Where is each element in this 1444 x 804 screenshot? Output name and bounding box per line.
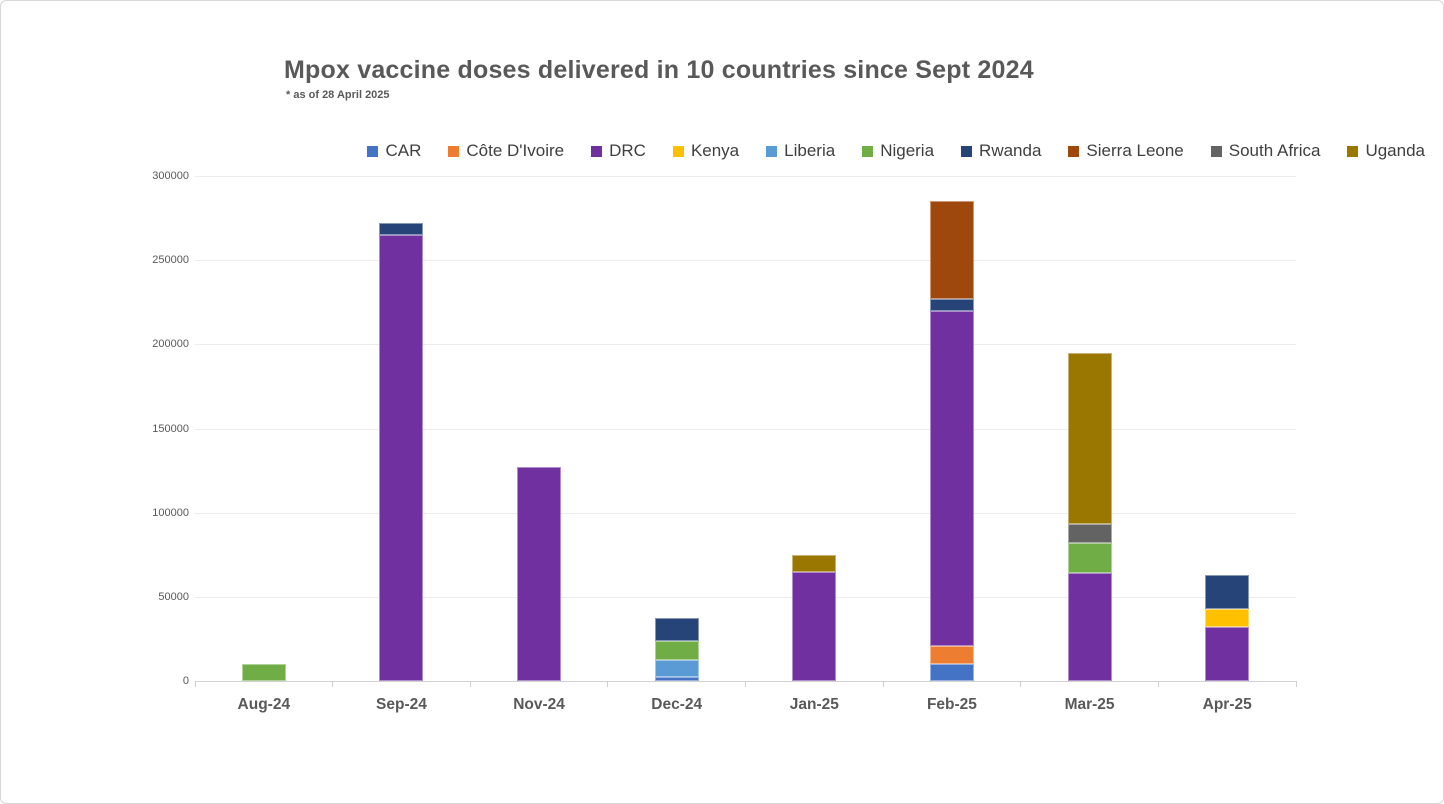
x-axis-tick (607, 681, 609, 687)
x-axis-category-label: Mar-25 (1064, 696, 1115, 713)
legend-item-uganda: Uganda (1347, 141, 1425, 161)
bar-segment-south-africa-mar-25 (1067, 524, 1112, 543)
bar-segment-nigeria-dec-24 (654, 641, 699, 660)
gridline (195, 428, 1296, 430)
legend-item-label: Liberia (784, 141, 836, 160)
bar-segment-drc-feb-25 (929, 310, 974, 646)
bar-segment-car-feb-25 (929, 664, 974, 681)
bar-segment-sierra-leone-feb-25 (929, 201, 974, 299)
bar-segment-uganda-jan-25 (792, 554, 837, 572)
y-axis-tick-label: 200000 (152, 338, 189, 351)
x-axis-tick (194, 681, 196, 687)
legend-marker-icon (672, 145, 684, 157)
legend-marker-icon (961, 145, 973, 157)
legend-marker-icon (591, 145, 603, 157)
x-axis-category-label: Apr-25 (1202, 696, 1252, 713)
x-axis-tick (469, 681, 471, 687)
gridline (195, 260, 1296, 262)
bar-segment-c-te-d-ivoire-feb-25 (929, 645, 974, 665)
legend-item-label: South Africa (1228, 141, 1321, 160)
x-axis-tick (1157, 681, 1159, 687)
chart-subtitle: * as of 28 April 2025 (286, 89, 390, 101)
legend: CAR Côte D'Ivoire DRC Kenya Liberia Nigeria Rw… (367, 141, 1425, 161)
bar-segment-rwanda-dec-24 (654, 617, 699, 642)
gridline (195, 344, 1296, 346)
x-axis-tick (332, 681, 334, 687)
legend-item-label: Sierra Leone (1086, 141, 1184, 160)
y-axis-tick-label: 300000 (152, 170, 189, 182)
legend-marker-icon (1347, 145, 1359, 157)
legend-item-label: Uganda (1365, 141, 1425, 160)
bar-segment-drc-mar-25 (1067, 573, 1112, 681)
x-axis-category-label: Nov-24 (513, 696, 565, 713)
bar-segment-uganda-mar-25 (1067, 352, 1112, 525)
legend-item-label: Kenya (690, 141, 740, 160)
legend-item-rwanda: Rwanda (961, 141, 1041, 161)
bar-segment-drc-nov-24 (517, 467, 562, 681)
legend-item-car: CAR (367, 141, 421, 161)
legend-item-label: Nigeria (880, 141, 935, 160)
bar-segment-drc-jan-25 (792, 571, 837, 681)
x-axis-category-label: Dec-24 (651, 696, 703, 713)
bar-segment-rwanda-sep-24 (379, 223, 424, 235)
y-axis-tick-label: 0 (182, 675, 189, 687)
chart-title: Mpox vaccine doses delivered in 10 count… (284, 56, 1034, 84)
gridline (195, 176, 1296, 177)
x-axis-category-label: Aug-24 (237, 696, 291, 713)
x-axis-category-label: Sep-24 (376, 696, 427, 713)
x-axis-tick (745, 681, 746, 687)
legend-marker-icon (1210, 145, 1222, 157)
legend-item-label: Côte D'Ivoire (466, 141, 565, 160)
x-axis-tick (1295, 681, 1297, 687)
legend-item-kenya: Kenya (672, 141, 740, 161)
legend-item-label: Rwanda (979, 141, 1042, 160)
legend-marker-icon (862, 145, 874, 157)
x-axis-tick (1020, 681, 1022, 687)
bar-segment-liberia-dec-24 (654, 659, 699, 677)
legend-marker-icon (367, 145, 379, 157)
gridline (195, 512, 1296, 514)
bar-segment-drc-sep-24 (379, 234, 424, 681)
bar-segment-nigeria-aug-24 (241, 664, 286, 681)
y-axis-tick-label: 100000 (152, 506, 189, 519)
bar-segment-nigeria-mar-25 (1067, 542, 1112, 574)
legend-item-drc: DRC (591, 141, 646, 161)
legend-marker-icon (1068, 145, 1080, 157)
legend-item-label: DRC (609, 141, 646, 160)
legend-item-nigeria: Nigeria (862, 141, 934, 161)
bar-segment-kenya-apr-25 (1205, 608, 1250, 628)
bar-segment-rwanda-apr-25 (1205, 574, 1250, 609)
legend-item-south-africa: South Africa (1210, 141, 1321, 161)
bar-segment-drc-apr-25 (1205, 627, 1250, 681)
legend-item-label: CAR (385, 141, 422, 160)
x-axis-category-label: Jan-25 (789, 696, 839, 713)
bar-segment-car-dec-24 (654, 676, 699, 681)
y-axis-tick-label: 50000 (158, 590, 189, 603)
x-axis-category-label: Feb-25 (926, 696, 977, 713)
x-axis-tick (882, 681, 884, 687)
y-axis-tick-label: 150000 (152, 422, 189, 435)
gridline (195, 596, 1296, 598)
legend-item-sierra-leone: Sierra Leone (1068, 141, 1184, 161)
y-axis-tick-label: 250000 (152, 254, 189, 267)
bar-segment-rwanda-feb-25 (929, 298, 974, 311)
legend-marker-icon (766, 145, 778, 157)
legend-item-liberia: Liberia (766, 141, 835, 161)
legend-marker-icon (448, 145, 460, 157)
legend-item-c-te-d-ivoire: Côte D'Ivoire (448, 141, 564, 161)
